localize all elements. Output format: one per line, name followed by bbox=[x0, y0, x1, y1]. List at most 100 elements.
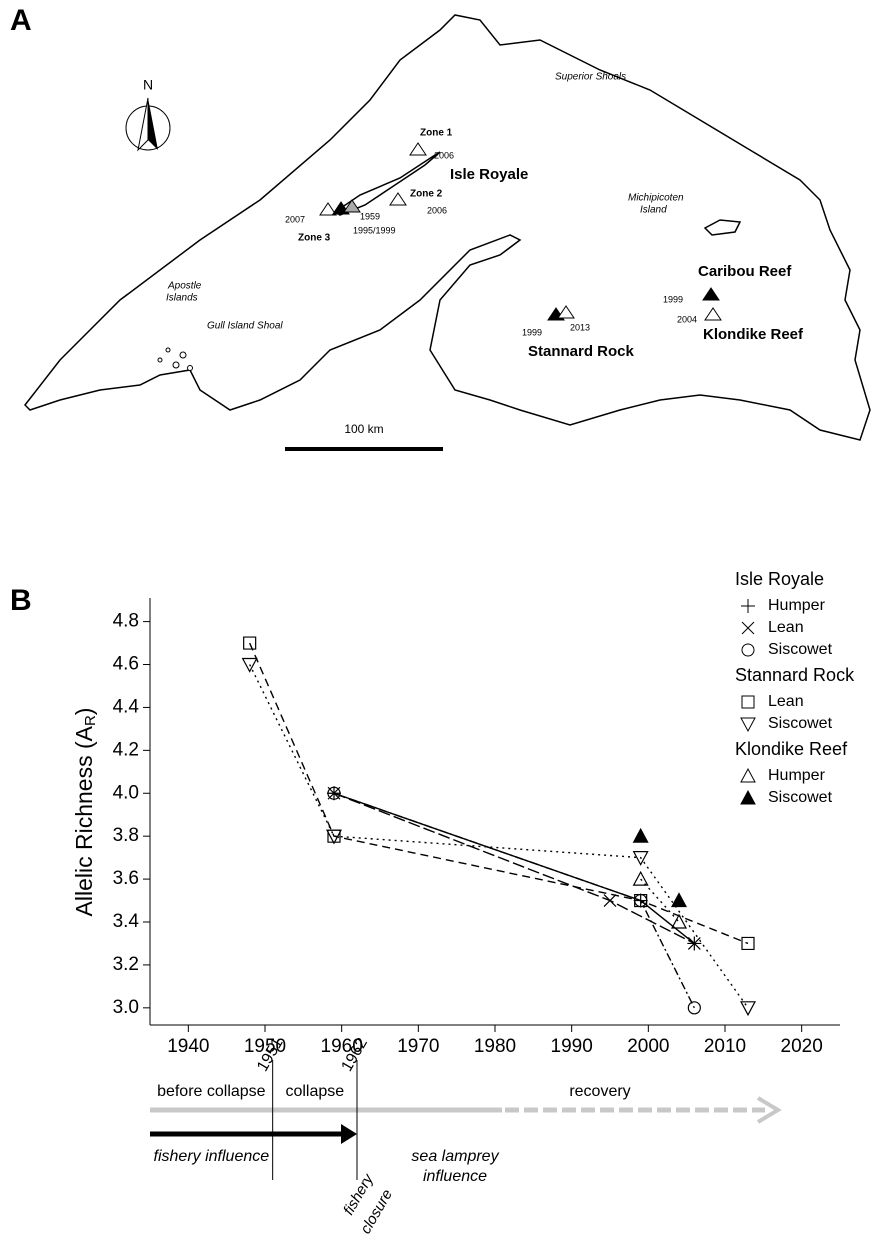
michipicoten-island bbox=[703, 219, 742, 236]
legend-group-title: Klondike Reef bbox=[735, 739, 848, 759]
map-label: Michipicoten bbox=[628, 193, 684, 204]
legend-marker bbox=[740, 717, 756, 733]
map-label: 2004 bbox=[677, 314, 697, 324]
marker bbox=[741, 936, 755, 951]
x-tick-label: 1970 bbox=[397, 1036, 439, 1057]
marker bbox=[687, 1001, 701, 1015]
influence-label: sea lamprey bbox=[411, 1148, 499, 1165]
map-label: 2007 bbox=[285, 214, 305, 224]
arrow-head bbox=[341, 1124, 357, 1144]
series-line bbox=[249, 664, 749, 1009]
marker bbox=[327, 786, 341, 800]
legend-marker bbox=[741, 599, 755, 613]
y-tick-label: 3.4 bbox=[113, 911, 140, 932]
y-tick-label: 3.8 bbox=[113, 825, 139, 846]
marker bbox=[325, 829, 343, 845]
map-label: Stannard Rock bbox=[528, 343, 635, 360]
marker bbox=[670, 892, 688, 908]
legend-group-title: Isle Royale bbox=[735, 569, 824, 589]
y-tick-label: 4.0 bbox=[113, 782, 139, 803]
map-label: Isle Royale bbox=[450, 166, 528, 183]
map-label: Apostle bbox=[167, 281, 202, 292]
y-tick-label: 3.2 bbox=[113, 954, 139, 975]
y-tick-label: 4.8 bbox=[113, 611, 139, 632]
map-label: 1999 bbox=[663, 294, 683, 304]
marker bbox=[687, 937, 701, 950]
map-label: Island bbox=[640, 205, 667, 216]
y-tick-label: 3.6 bbox=[113, 868, 139, 889]
legend-label: Lean bbox=[768, 619, 804, 636]
phase-label: before collapse bbox=[157, 1083, 266, 1100]
marker bbox=[634, 893, 648, 908]
map-label: Gull Island Shoal bbox=[207, 321, 283, 332]
legend-label: Humper bbox=[768, 597, 826, 614]
map-label: Klondike Reef bbox=[703, 326, 804, 343]
chart-panel: B Allelic Richness (AR) bbox=[10, 584, 840, 1026]
scale-label: 100 km bbox=[344, 422, 383, 436]
phase-label: collapse bbox=[285, 1083, 344, 1100]
panel-label: A bbox=[10, 4, 32, 37]
north-arrow: N bbox=[125, 77, 171, 152]
y-label-main: Allelic Richness (A bbox=[71, 725, 97, 916]
legend-marker bbox=[741, 621, 755, 635]
x-tick-label: 1980 bbox=[474, 1036, 516, 1057]
map-label: 1999 bbox=[522, 327, 542, 337]
series-line bbox=[333, 792, 695, 945]
marker bbox=[632, 870, 649, 886]
map-label: 2013 bbox=[570, 322, 590, 332]
north-label: N bbox=[143, 77, 153, 93]
map-label: Zone 1 bbox=[420, 128, 453, 139]
x-tick-label: 1940 bbox=[167, 1036, 209, 1057]
y-label-subscript: R bbox=[82, 715, 99, 726]
legend-label: Siscowet bbox=[768, 641, 833, 658]
lake-outline bbox=[24, 14, 871, 441]
legend-marker bbox=[741, 643, 755, 657]
sample-sites bbox=[319, 142, 722, 321]
x-tick-label: 2010 bbox=[704, 1036, 746, 1057]
y-tick-label: 4.4 bbox=[113, 696, 140, 717]
marker bbox=[632, 851, 649, 866]
apostle-islands bbox=[157, 347, 193, 371]
map-label: Zone 3 bbox=[298, 233, 331, 244]
marker bbox=[241, 657, 258, 673]
x-tick-label: 1950 bbox=[244, 1036, 286, 1057]
series-line bbox=[333, 792, 695, 945]
map-label: 1959 bbox=[360, 211, 380, 221]
x-tick-label: 1960 bbox=[321, 1036, 363, 1057]
y-tick-label: 4.2 bbox=[113, 739, 139, 760]
marker bbox=[632, 827, 649, 843]
marker bbox=[739, 1001, 757, 1017]
legend-label: Siscowet bbox=[768, 715, 833, 732]
legend-marker bbox=[740, 767, 756, 783]
panel-label: B bbox=[10, 584, 32, 617]
phase-label: recovery bbox=[569, 1083, 630, 1100]
map-label: 1995/1999 bbox=[353, 225, 396, 235]
marker bbox=[603, 894, 617, 907]
legend-label: Humper bbox=[768, 767, 826, 784]
arrow-head bbox=[756, 1096, 782, 1124]
influence-label: fishery influence bbox=[154, 1148, 270, 1165]
map-panel: A N Superior Shoals Zone 1 2006 Isle Roy… bbox=[10, 4, 871, 451]
x-tick-label: 2000 bbox=[627, 1036, 669, 1057]
map-label: Caribou Reef bbox=[698, 263, 792, 280]
legend-group-title: Stannard Rock bbox=[735, 665, 855, 685]
series-line bbox=[249, 642, 749, 945]
y-label-close: ) bbox=[71, 708, 97, 716]
y-axis-label: Allelic Richness (AR) bbox=[71, 708, 99, 917]
map-label: Islands bbox=[166, 293, 198, 304]
legend-label: Siscowet bbox=[768, 789, 833, 806]
marker bbox=[243, 636, 257, 650]
map-label: 2006 bbox=[434, 150, 454, 160]
legend-label: Lean bbox=[768, 693, 804, 710]
y-tick-label: 4.6 bbox=[113, 654, 139, 675]
legend-marker bbox=[741, 695, 755, 709]
map-label: 2006 bbox=[427, 205, 447, 215]
x-tick-label: 1990 bbox=[551, 1036, 593, 1057]
map-label: Superior Shoals bbox=[555, 72, 626, 83]
marker bbox=[670, 913, 688, 929]
map-label: Zone 2 bbox=[410, 189, 443, 200]
influence-label: influence bbox=[423, 1168, 487, 1185]
legend-marker bbox=[740, 789, 756, 805]
x-tick-label: 2020 bbox=[781, 1036, 823, 1057]
